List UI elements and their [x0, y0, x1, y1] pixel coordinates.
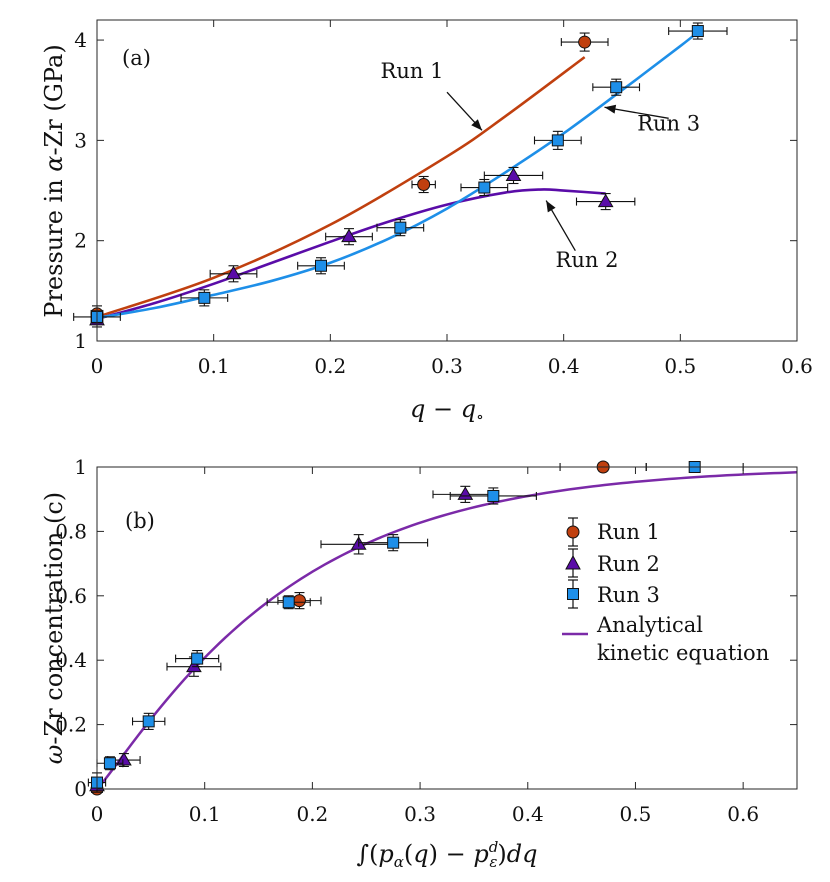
- panel-a-curve-run1: [96, 56, 586, 319]
- panel-a-ytick-label: 2: [74, 229, 87, 253]
- panel-b-axes-frame: [96, 466, 798, 790]
- panel-a-point-run2: [597, 193, 614, 208]
- panel-b-ytick-label: 0.2: [55, 713, 87, 737]
- panel-a-ylabel: Pressure in α-Zr (GPa): [40, 44, 68, 317]
- panel-a: 0 0.1 0.2 0.3 0.4 0.5 0.6 1 2 3 4 (a) q − q∘ Press…: [40, 19, 813, 426]
- panel-a-xtick-label: 0.4: [548, 354, 580, 378]
- panel-a-xlabel: q − q∘: [410, 395, 484, 426]
- panel-a-xtick-label: 0.2: [314, 354, 346, 378]
- annotation-arrowhead-run1: [471, 119, 482, 131]
- panel-a-point-run3: [394, 221, 407, 234]
- panel-a-point-run3: [478, 181, 491, 194]
- panel-a-xtick-label: 0.6: [781, 354, 813, 378]
- panel-b-ytick-label: 0.6: [55, 584, 87, 608]
- panel-b-ylabel: ω-Zr concentration (c): [40, 492, 68, 764]
- panel-a-point-run3: [198, 291, 211, 304]
- panel-b-point-run3: [487, 489, 500, 502]
- panel-b-point-run3: [142, 715, 155, 728]
- panel-a-ytick-label: 4: [74, 28, 87, 52]
- panel-a-label: (a): [122, 46, 151, 70]
- panel-a-point-run3: [691, 25, 704, 38]
- panel-a-point-run1: [578, 35, 592, 49]
- legend-label-analytical-2: kinetic equation: [597, 641, 769, 665]
- legend-label-run2: Run 2: [597, 552, 660, 576]
- panel-b-ytick-label: 1: [74, 455, 87, 479]
- panel-b-point-run1: [292, 594, 306, 608]
- panel-a-curve-run2: [96, 188, 606, 321]
- panel-a-point-run2: [225, 265, 242, 280]
- panel-b-xtick-label: 0.5: [620, 802, 652, 826]
- panel-b-ytick-label: 0: [74, 777, 87, 801]
- legend-label-run3: Run 3: [597, 583, 660, 607]
- panel-b-point-run3: [191, 652, 204, 665]
- panel-b-point-run3: [387, 536, 400, 549]
- panel-a-point-run1: [417, 178, 431, 192]
- legend-entry-run2: Run 2: [565, 548, 660, 578]
- panel-b-point-run3: [282, 596, 295, 609]
- legend-marker-run3: [567, 588, 579, 600]
- panel-a-point-run3: [315, 259, 327, 272]
- legend-marker-run1: [566, 525, 580, 539]
- panel-b-point-run2: [116, 752, 132, 766]
- legend: Run 1 Run 2 Run 3 Analytical kinetic equ…: [562, 517, 769, 665]
- annotation-arrowhead-run2: [546, 200, 556, 213]
- panel-b-xtick-label: 0.6: [727, 802, 759, 826]
- panel-a-point-run3: [610, 81, 623, 94]
- panel-a-point-run3: [551, 134, 564, 147]
- panel-b-point-run3: [103, 757, 116, 770]
- legend-marker-run2: [565, 554, 581, 570]
- panel-a-xtick-label: 0.1: [198, 354, 230, 378]
- panel-a-point-run2: [341, 228, 357, 243]
- panel-b-point-run2: [457, 486, 474, 500]
- panel-a-ytick-label: 1: [74, 329, 87, 353]
- analytical-curve: [96, 471, 798, 790]
- panel-b-xtick-label: 0.2: [296, 802, 328, 826]
- legend-label-run1: Run 1: [597, 520, 660, 544]
- panel-a-curve-run3: [96, 31, 699, 320]
- panel-b-xtick-label: 0.3: [404, 802, 436, 826]
- panel-b-xlabel: ∫(pα(q) − pd ε)dq: [356, 838, 537, 871]
- panel-b-xtick-label: 0: [91, 802, 104, 826]
- panel-b-xtick-label: 0.4: [512, 802, 544, 826]
- panel-a-ticks: 0 0.1 0.2 0.3 0.4 0.5 0.6 1 2 3 4: [74, 20, 813, 378]
- panel-b: 0 0.1 0.2 0.3 0.4 0.5 0.6 0 0.2 0.4 0.6 0.8 1 (b) ∫(…: [40, 455, 798, 871]
- annotation-arrowhead-run3: [604, 104, 617, 114]
- legend-label-analytical-1: Analytical: [596, 613, 703, 637]
- panel-b-ytick-label: 0.4: [55, 648, 87, 672]
- annotation-run2: Run 2: [556, 248, 619, 272]
- panel-a-xtick-label: 0: [91, 354, 104, 378]
- legend-entry-run3: Run 3: [567, 579, 660, 609]
- annotation-run1: Run 1: [381, 59, 444, 83]
- panel-a-point-run2: [505, 167, 522, 181]
- panel-b-ticks: 0 0.1 0.2 0.3 0.4 0.5 0.6 0 0.2 0.4 0.6 0.8 1: [55, 455, 797, 826]
- panel-b-ytick-label: 0.8: [55, 519, 87, 543]
- panel-a-xtick-label: 0.3: [431, 354, 463, 378]
- panel-b-xtick-label: 0.1: [189, 802, 221, 826]
- panel-a-ytick-label: 3: [74, 128, 87, 152]
- legend-entry-run1: Run 1: [566, 517, 660, 547]
- legend-entry-analytical: Analytical kinetic equation: [562, 613, 769, 665]
- panel-a-xtick-label: 0.5: [664, 354, 696, 378]
- panel-b-label: (b): [125, 509, 155, 533]
